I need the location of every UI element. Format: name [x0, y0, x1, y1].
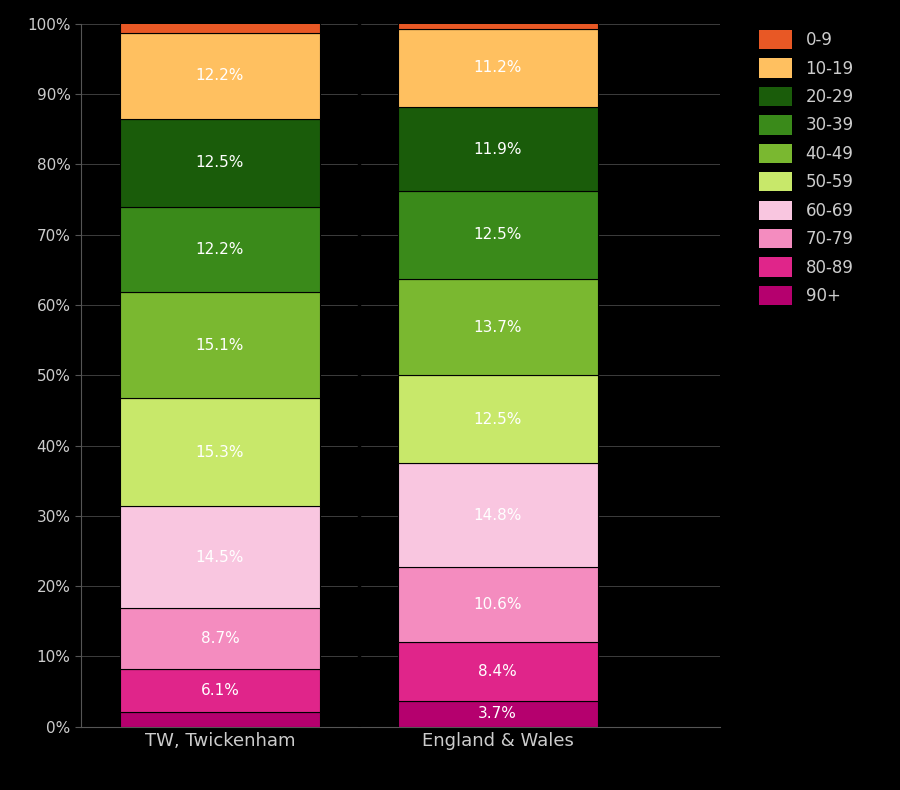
Text: 13.7%: 13.7%: [473, 320, 522, 335]
Bar: [398, 0, 598, 28]
Text: 15.1%: 15.1%: [195, 338, 244, 353]
Bar: [120, 118, 320, 206]
Text: 11.2%: 11.2%: [473, 61, 522, 76]
Bar: [398, 375, 598, 463]
Text: 14.8%: 14.8%: [473, 508, 522, 523]
Text: 10.6%: 10.6%: [473, 597, 522, 612]
Text: 12.5%: 12.5%: [473, 412, 522, 427]
Text: 15.3%: 15.3%: [195, 445, 244, 460]
Bar: [120, 292, 320, 398]
Bar: [398, 567, 598, 641]
Text: 8.4%: 8.4%: [479, 664, 518, 679]
Bar: [120, 712, 320, 727]
Bar: [398, 701, 598, 727]
Text: 12.5%: 12.5%: [195, 155, 244, 170]
Bar: [120, 669, 320, 712]
Text: 12.2%: 12.2%: [195, 68, 244, 83]
Bar: [120, 0, 320, 33]
Bar: [120, 608, 320, 669]
Bar: [120, 506, 320, 608]
Bar: [398, 107, 598, 191]
Bar: [120, 398, 320, 506]
Bar: [398, 28, 598, 107]
Text: 3.7%: 3.7%: [478, 706, 518, 721]
Bar: [398, 641, 598, 701]
Text: 8.7%: 8.7%: [201, 631, 239, 646]
Text: 6.1%: 6.1%: [201, 683, 239, 698]
Legend: 0-9, 10-19, 20-29, 30-39, 40-49, 50-59, 60-69, 70-79, 80-89, 90+: 0-9, 10-19, 20-29, 30-39, 40-49, 50-59, …: [754, 25, 859, 310]
Bar: [120, 33, 320, 118]
Bar: [120, 206, 320, 292]
Text: 11.9%: 11.9%: [473, 141, 522, 156]
Text: 12.5%: 12.5%: [473, 228, 522, 243]
Text: 14.5%: 14.5%: [195, 550, 244, 565]
Bar: [398, 463, 598, 567]
Text: 12.2%: 12.2%: [195, 242, 244, 257]
Bar: [398, 191, 598, 279]
Bar: [398, 279, 598, 375]
